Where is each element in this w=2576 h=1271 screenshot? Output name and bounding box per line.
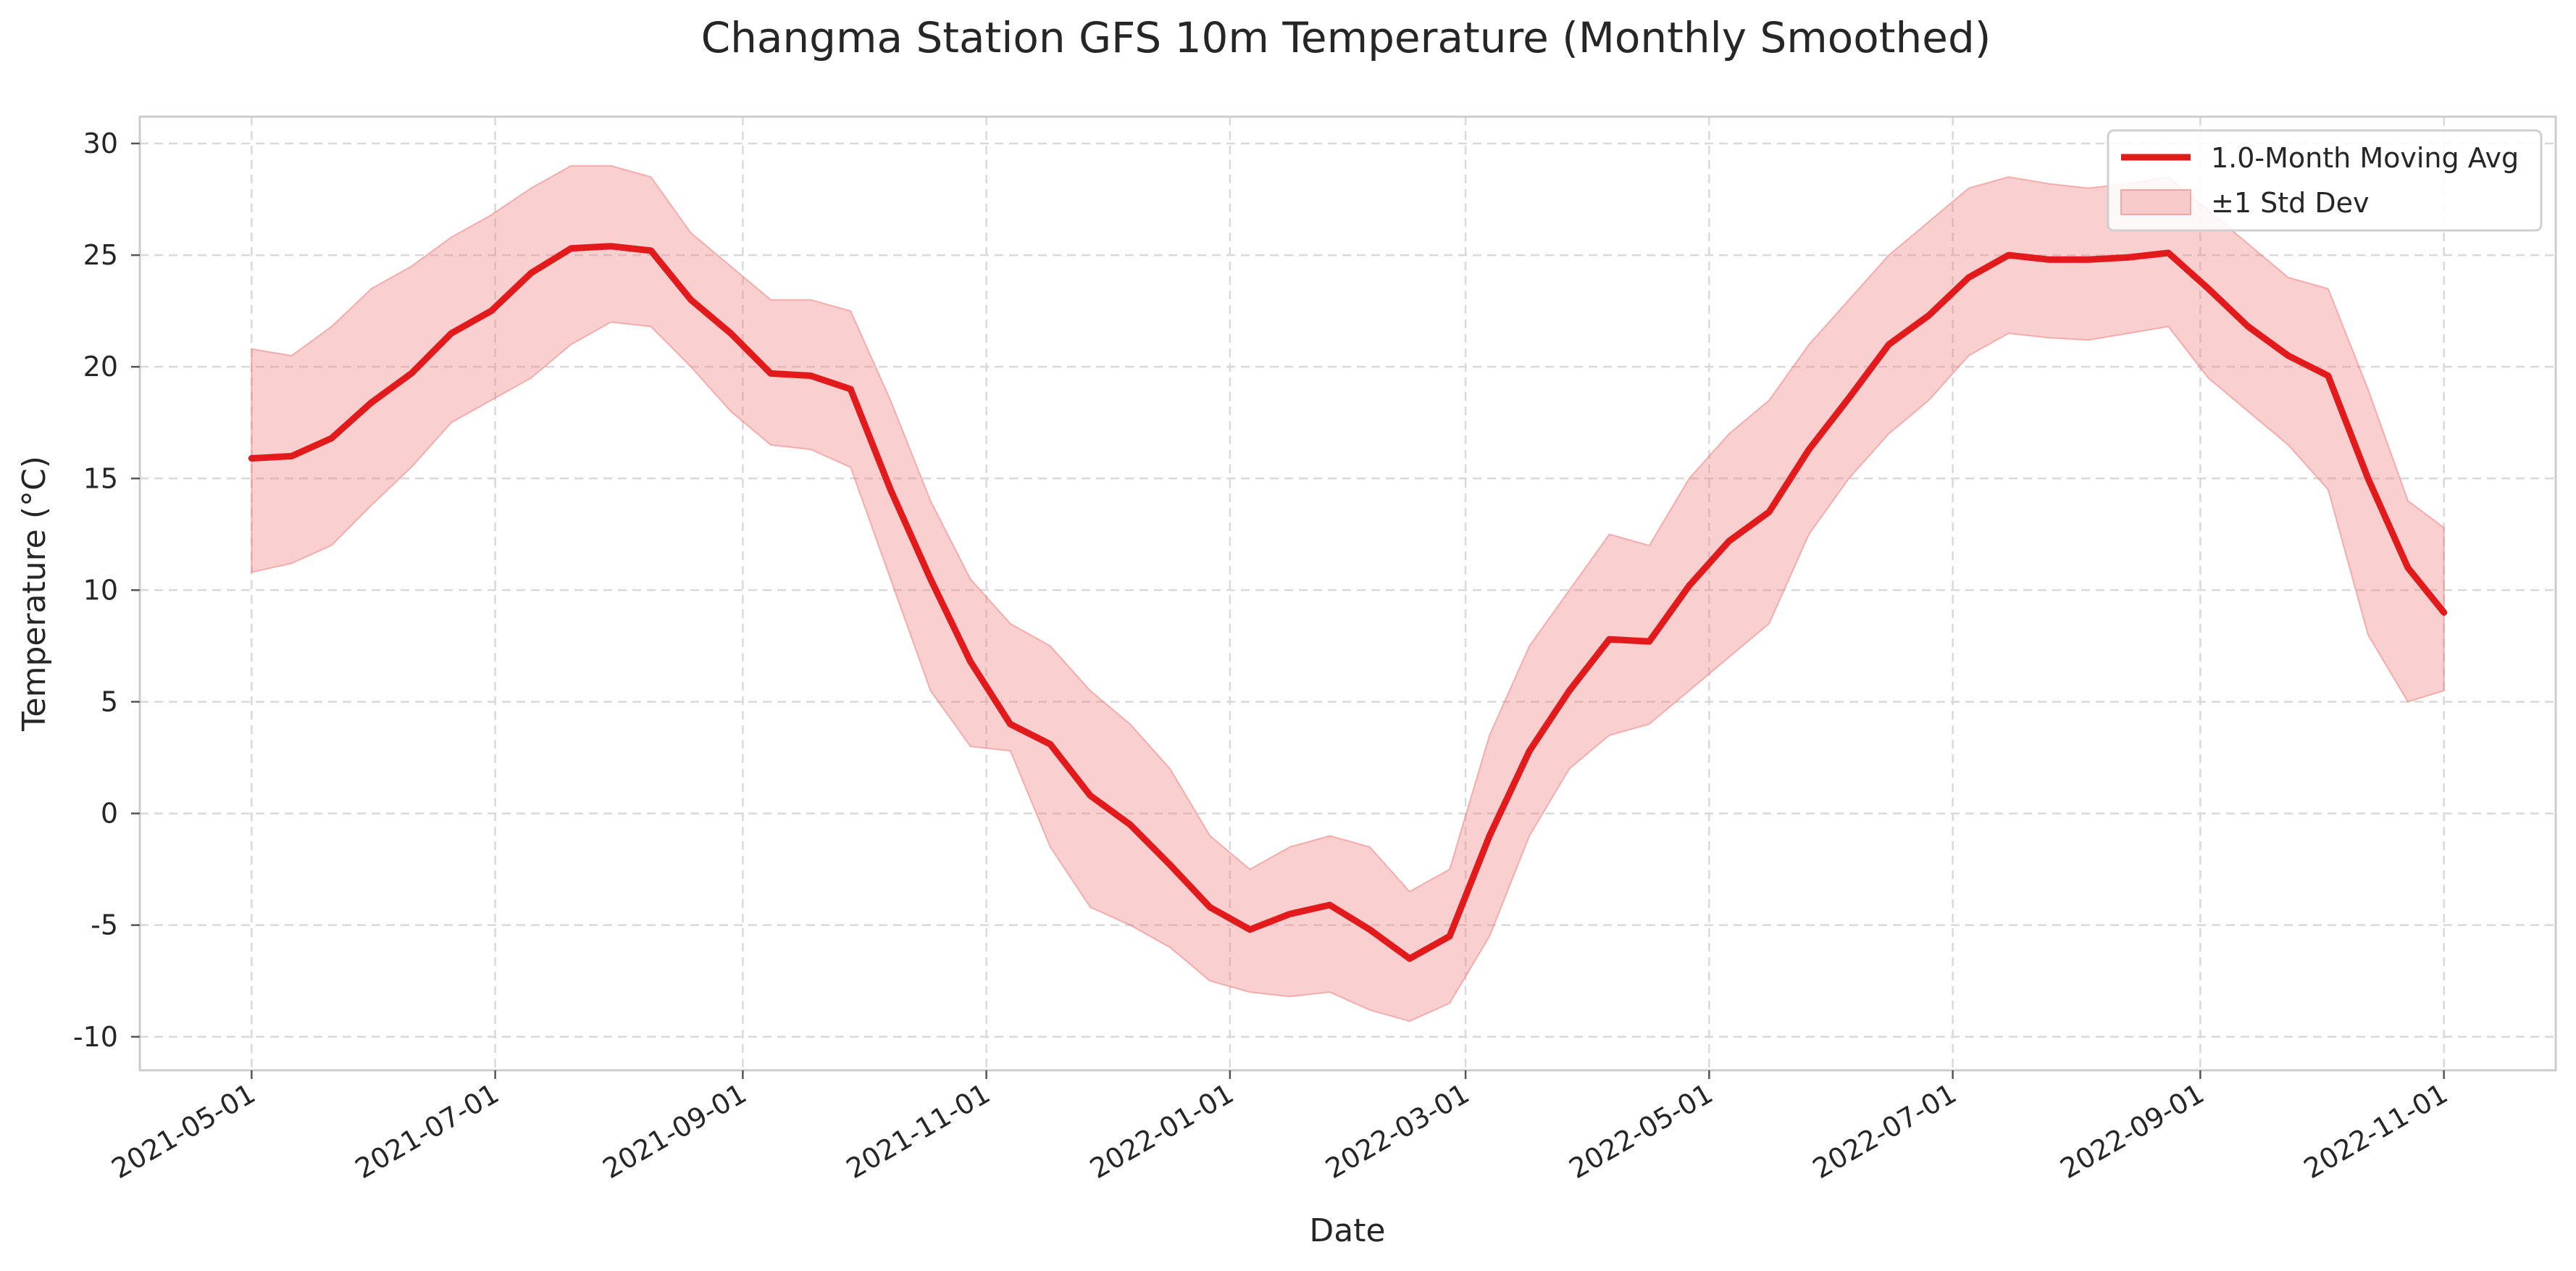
y-tick-label: 10 bbox=[83, 574, 118, 606]
moving-avg-line bbox=[248, 243, 2448, 962]
legend: 1.0-Month Moving Avg ±1 Std Dev bbox=[2107, 129, 2543, 232]
y-tick-label: 30 bbox=[83, 128, 118, 159]
y-tick-label: 20 bbox=[83, 351, 118, 383]
chart-title: Changma Station GFS 10m Temperature (Mon… bbox=[701, 13, 1991, 62]
y-tick-label: -5 bbox=[91, 909, 118, 941]
grid-lines bbox=[140, 117, 2556, 1070]
y-tick-label: 15 bbox=[83, 462, 118, 494]
y-tick-label: 25 bbox=[83, 239, 118, 271]
moving-avg-line-layer bbox=[248, 243, 2448, 962]
legend-entry-std-dev: ±1 Std Dev bbox=[2211, 187, 2369, 219]
y-tick-label: 0 bbox=[101, 798, 118, 830]
plot-frame bbox=[138, 115, 2557, 1072]
std-dev-band bbox=[251, 164, 2445, 1022]
legend-frame bbox=[2107, 129, 2543, 232]
y-axis-label: Temperature (°C) bbox=[16, 456, 53, 732]
y-axis-ticks: -10 -5 0 5 10 15 20 25 30 bbox=[73, 128, 140, 1053]
std-dev-band-layer bbox=[251, 164, 2445, 1022]
x-axis-label: Date bbox=[1309, 1212, 1385, 1249]
y-tick-label: 5 bbox=[101, 685, 118, 717]
plot-background bbox=[140, 117, 2556, 1070]
legend-band-swatch bbox=[2120, 189, 2191, 215]
legend-entry-moving-avg: 1.0-Month Moving Avg bbox=[2211, 142, 2519, 174]
y-tick-label: -10 bbox=[73, 1021, 118, 1053]
